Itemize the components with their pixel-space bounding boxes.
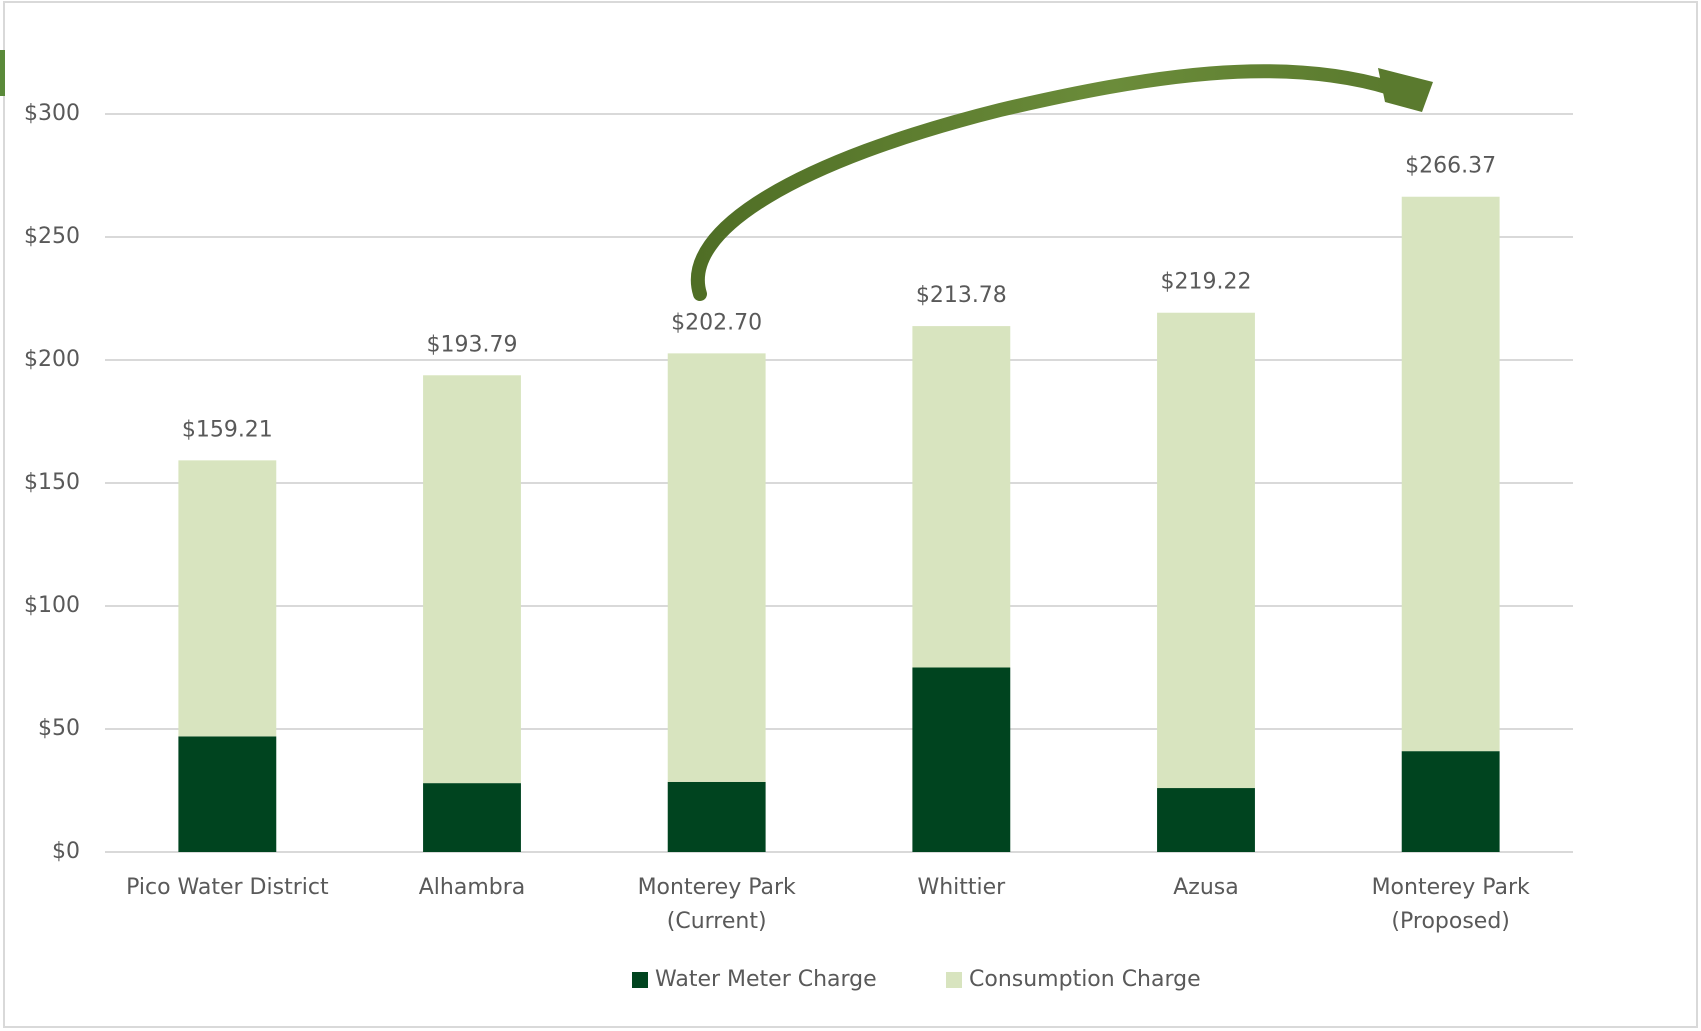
y-tick-label: $200 — [24, 347, 80, 372]
x-tick-label: Azusa — [1173, 875, 1238, 900]
y-tick-label: $0 — [52, 839, 80, 864]
y-tick-label: $150 — [24, 470, 80, 495]
total-label: $219.22 — [1161, 270, 1252, 295]
total-label: $202.70 — [671, 310, 762, 335]
side-tab — [0, 50, 5, 96]
x-tick-label: Monterey Park (Proposed) — [1372, 875, 1530, 934]
total-label: $213.78 — [916, 283, 1007, 308]
bar-segment — [912, 326, 1011, 668]
bar-segment — [178, 460, 277, 737]
legend-label: Water Meter Charge — [655, 967, 877, 992]
y-tick-label: $300 — [24, 101, 80, 126]
total-label: $266.37 — [1405, 154, 1496, 179]
x-tick-label: Monterey Park (Current) — [638, 875, 796, 934]
arrow-annotation — [691, 64, 1397, 301]
bar-segment — [1157, 312, 1255, 789]
bar-segment — [178, 736, 277, 852]
y-tick-label: $100 — [24, 593, 80, 618]
arrow-head — [1378, 68, 1433, 112]
bar-segment — [667, 781, 766, 852]
x-tick-label: Pico Water District — [126, 875, 329, 900]
total-label: $193.79 — [427, 332, 518, 357]
y-tick-label: $50 — [38, 716, 80, 741]
y-tick-label: $250 — [24, 224, 80, 249]
legend-label: Consumption Charge — [969, 967, 1201, 992]
bar-segment — [423, 375, 521, 784]
x-tick-label: Alhambra — [419, 875, 526, 900]
bar-segment — [423, 783, 521, 852]
plot: $0 $50 $100 $150 $200 $250 $300 Pico Water Dist… — [24, 101, 1573, 992]
x-tick-label: Whittier — [917, 875, 1006, 900]
total-label: $159.21 — [182, 417, 273, 442]
bar-segment — [912, 667, 1011, 852]
legend-swatch — [632, 972, 648, 988]
bar-segment — [1401, 751, 1500, 852]
legend-swatch — [946, 972, 962, 988]
bar-segment — [667, 353, 766, 782]
bar-segment — [1157, 788, 1255, 852]
bar-segment — [1401, 196, 1500, 752]
